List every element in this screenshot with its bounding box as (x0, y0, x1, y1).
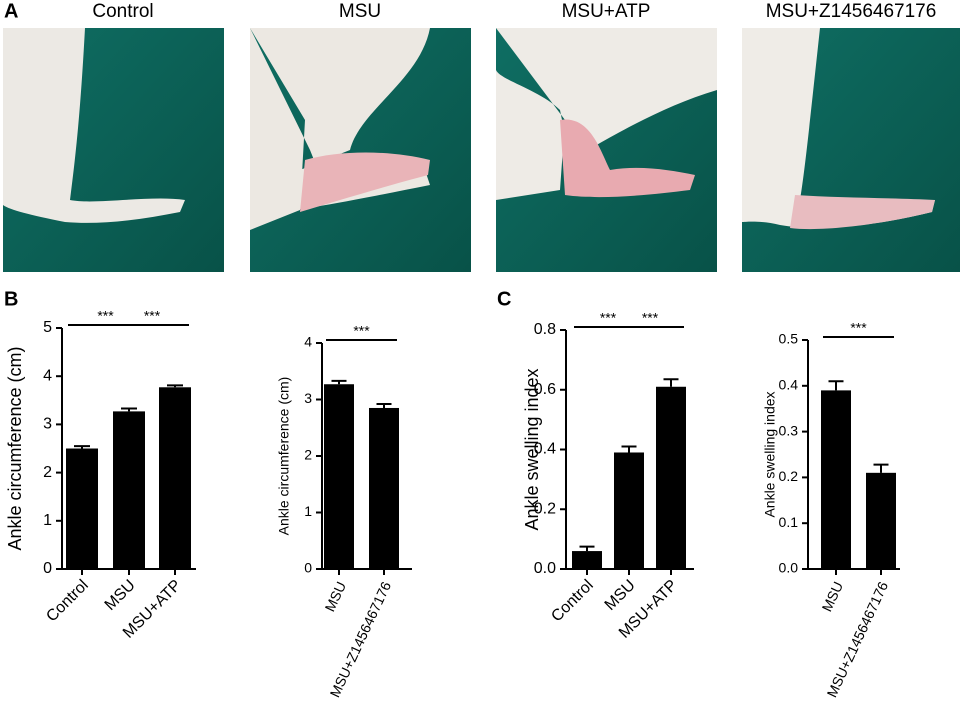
y-tick-label: 0.6 (534, 381, 556, 398)
y-tick-label: 0.4 (534, 441, 556, 458)
bar (572, 551, 602, 569)
photo (496, 28, 717, 272)
y-axis-label: Ankle circumference (cm) (276, 377, 292, 536)
y-axis-label: Ankle circumference (cm) (5, 346, 25, 550)
bar (369, 407, 399, 569)
x-tick-label: MSU (321, 579, 349, 614)
panel-label: B (4, 288, 18, 310)
bar (614, 452, 644, 569)
error-bar (873, 463, 889, 473)
significance-label: *** (600, 310, 617, 326)
y-tick-label: 0 (304, 560, 312, 576)
bar (66, 448, 98, 569)
error-bar (621, 445, 637, 453)
error-bar (376, 403, 392, 408)
bar (159, 387, 191, 569)
x-tick-label: MSU (818, 579, 846, 614)
significance-label: *** (353, 323, 370, 339)
y-tick-label: 3 (304, 390, 312, 406)
y-tick-label: 0.2 (779, 468, 799, 484)
panel-label: A (4, 0, 18, 22)
y-tick-label: 0.2 (534, 500, 556, 517)
significance-label: *** (642, 310, 659, 326)
y-tick-label: 1 (304, 503, 312, 519)
y-tick-label: 0 (43, 560, 52, 577)
significance-label: *** (144, 308, 161, 324)
photo (742, 28, 960, 272)
error-bar (828, 380, 844, 391)
y-tick-label: 0.5 (779, 331, 799, 347)
significance-label: *** (97, 308, 114, 324)
y-tick-label: 5 (43, 319, 52, 336)
y-tick-label: 4 (43, 367, 52, 384)
y-tick-label: 0.3 (779, 422, 799, 438)
panel-label: C (497, 288, 511, 310)
bar (113, 411, 145, 569)
significance-label: *** (850, 320, 867, 336)
y-tick-label: 0.8 (534, 321, 556, 338)
photo (3, 28, 224, 272)
error-bar (579, 545, 595, 552)
photo-title: Control (92, 1, 153, 22)
error-bar (167, 384, 183, 388)
error-bar (663, 378, 679, 387)
y-tick-label: 0.1 (779, 514, 799, 530)
y-tick-label: 0.0 (779, 560, 799, 576)
photo-title: MSU+ATP (562, 1, 651, 22)
y-tick-label: 2 (304, 447, 312, 463)
y-tick-label: 4 (304, 334, 312, 350)
y-tick-label: 1 (43, 512, 52, 529)
bar (324, 384, 354, 569)
error-bar (331, 379, 347, 385)
error-bar (121, 407, 137, 412)
photo (250, 28, 471, 272)
photo-title: MSU (339, 1, 381, 22)
error-bar (74, 445, 90, 449)
bar (656, 386, 686, 569)
y-tick-label: 3 (43, 416, 52, 433)
y-tick-label: 0.0 (534, 560, 556, 577)
y-axis-label: Ankle swelling index (762, 391, 778, 517)
bar (866, 472, 896, 569)
y-tick-label: 0.4 (779, 377, 799, 393)
x-tick-label: MSU (602, 577, 639, 614)
y-axis-label: Ankle swelling index (522, 368, 542, 530)
photo-title: MSU+Z1456467176 (766, 1, 937, 22)
x-tick-label: Control (43, 577, 92, 626)
x-tick-label: MSU (102, 577, 139, 614)
x-tick-label: Control (548, 577, 597, 626)
bar (821, 390, 851, 569)
y-tick-label: 2 (43, 464, 52, 481)
